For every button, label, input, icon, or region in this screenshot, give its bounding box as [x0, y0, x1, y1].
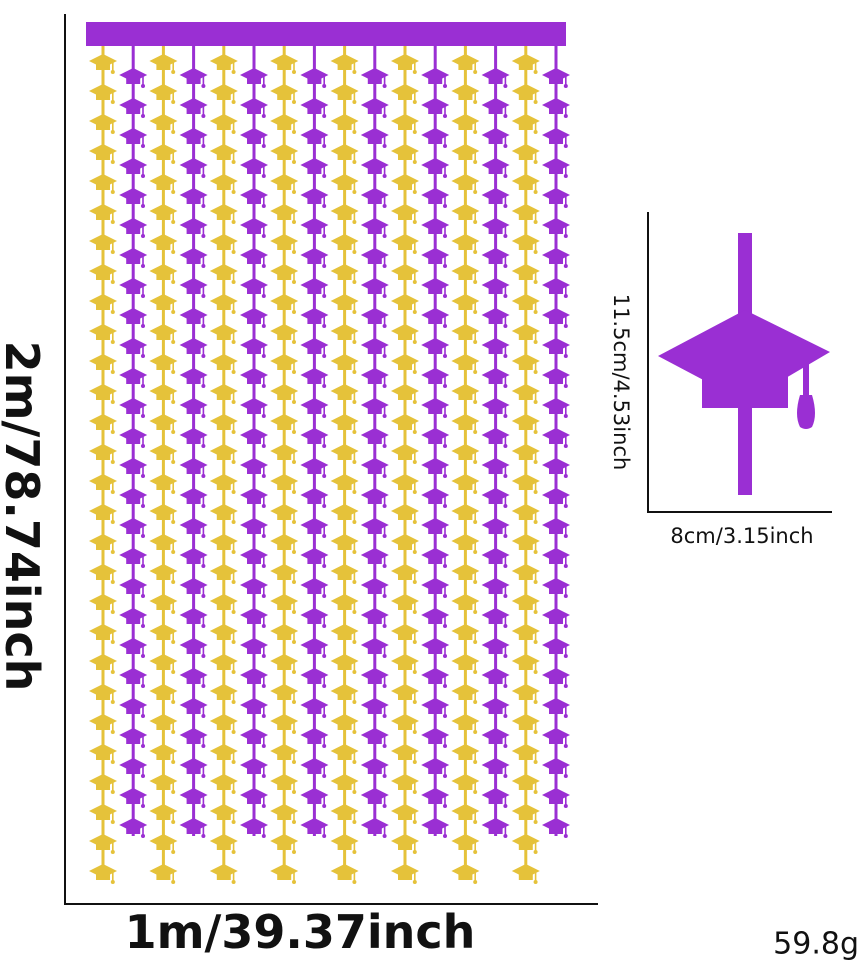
curtain-strand	[179, 46, 208, 838]
graduation-cap-icon	[89, 864, 117, 884]
curtain-width-label: 1m/39.37inch	[124, 905, 476, 959]
curtain-strand	[451, 46, 480, 884]
graduation-cap-icon	[149, 864, 178, 884]
graduation-cap-icon	[511, 864, 540, 884]
curtain-strand	[542, 46, 570, 838]
piece-height-label: 11.5cm/4.53inch	[609, 293, 633, 471]
curtain-strand	[360, 46, 389, 838]
curtain-height-label: 2m/78.74inch	[0, 340, 49, 692]
curtain-strand	[481, 46, 510, 838]
piece-width-axis-line	[647, 511, 832, 513]
graduation-cap-icon	[270, 864, 299, 884]
single-piece-illustration	[658, 233, 830, 495]
curtain-top-bar	[86, 22, 566, 46]
piece-height-axis-line	[647, 212, 649, 513]
curtain-strand	[209, 46, 238, 884]
curtain-strand	[300, 46, 329, 838]
graduation-cap-icon	[209, 864, 238, 884]
curtain-strand	[240, 46, 268, 838]
curtain-strand	[511, 46, 540, 884]
piece-cap-base	[702, 360, 788, 408]
curtain-height-axis-line	[64, 14, 66, 905]
piece-width-label: 8cm/3.15inch	[670, 524, 814, 548]
graduation-cap-icon	[658, 310, 830, 402]
curtain-strand	[89, 46, 117, 884]
curtain-strand	[421, 46, 450, 838]
curtain-strand	[391, 46, 419, 884]
curtain-strands	[89, 46, 570, 884]
curtain-strand	[330, 46, 359, 884]
curtain-width-axis-line	[64, 903, 598, 905]
curtain-strand	[149, 46, 178, 884]
graduation-cap-icon	[391, 864, 419, 884]
curtain-strand	[270, 46, 299, 884]
weight-label: 59.8g	[773, 926, 859, 962]
piece-tassel-cord	[803, 360, 809, 400]
graduation-cap-icon	[451, 864, 480, 884]
graduation-cap-icon	[330, 864, 359, 884]
curtain-strand	[119, 46, 148, 838]
piece-tassel	[797, 395, 815, 429]
